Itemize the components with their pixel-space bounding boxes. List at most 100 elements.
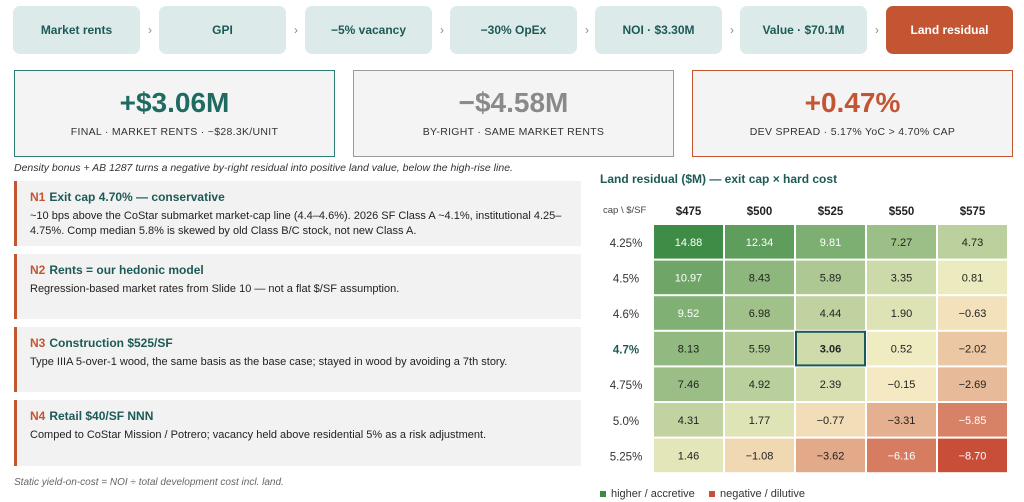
heatmap-cell xyxy=(867,296,936,330)
heatmap-cell-value: 9.81 xyxy=(820,237,841,249)
note-number: N1 xyxy=(30,190,46,204)
note-heading: N2 Rents = our hedonic model xyxy=(30,263,567,277)
heatmap-cell xyxy=(654,438,723,473)
step-noi[interactable]: NOI · $3.30M xyxy=(595,6,722,54)
note-card-n1: N1 Exit cap 4.70% — conservative ~10 bps … xyxy=(14,181,581,246)
heatmap-cell xyxy=(796,367,865,401)
heatmap-cell xyxy=(867,403,936,437)
heatmap-cell-value: 5.89 xyxy=(820,272,841,284)
heatmap-cell-value: 1.77 xyxy=(749,415,770,427)
heatmap-cell xyxy=(725,331,794,366)
heatmap-cell-value: 8.43 xyxy=(749,272,770,284)
heatmap-cell-value: 9.52 xyxy=(678,308,699,320)
heatmap-cell-value: 8.13 xyxy=(678,344,699,356)
note-card-n4: N4 Retail $40/SF NNN Comped to CoStar Mis… xyxy=(14,400,581,466)
column-header: $575 xyxy=(960,206,986,218)
kpi-by-right-residual: −$4.58M BY-RIGHT · SAME MARKET RENTS xyxy=(353,70,674,157)
row-header: 4.75% xyxy=(610,380,643,392)
step-gpi[interactable]: GPI xyxy=(159,6,286,54)
row-header: 4.5% xyxy=(613,273,639,285)
heatmap-cell-value: 2.39 xyxy=(820,379,841,391)
kpi-label: BY-RIGHT · SAME MARKET RENTS xyxy=(422,126,605,138)
heatmap-cell xyxy=(795,330,866,367)
heatmap-cell-value: 7.27 xyxy=(891,237,912,249)
column-header: $550 xyxy=(889,206,915,218)
legend-label: negative / dilutive xyxy=(720,488,805,500)
step-value[interactable]: Value · $70.1M xyxy=(740,6,867,54)
heatmap-cell xyxy=(725,367,794,401)
heatmap-cell-value: −2.69 xyxy=(959,379,987,391)
kpi-value: +$3.06M xyxy=(119,87,230,118)
heatmap-cell xyxy=(654,225,723,259)
chevron-right-icon: › xyxy=(440,23,444,37)
heatmap-cell-value: 3.35 xyxy=(891,272,912,284)
note-title: Rents = our hedonic model xyxy=(49,263,204,277)
row-header: 5.0% xyxy=(613,416,639,428)
heatmap-cell xyxy=(796,225,865,259)
legend-swatch-green xyxy=(600,491,606,497)
row-header: 5.25% xyxy=(610,451,643,463)
heatmap-cell xyxy=(654,367,723,401)
heatmap-cell xyxy=(725,296,794,330)
kpi-dev-spread: +0.47% DEV SPREAD · 5.17% YoC > 4.70% CA… xyxy=(692,70,1013,157)
heatmap-cell xyxy=(867,225,936,259)
heatmap-cell-value: 4.92 xyxy=(749,379,770,391)
row-header: 4.7% xyxy=(613,345,639,357)
heatmap-cell-value: 12.34 xyxy=(746,237,774,249)
heatmap-cell-value: 6.98 xyxy=(749,308,770,320)
heatmap-cell xyxy=(725,260,794,295)
heatmap-cell xyxy=(654,260,723,295)
heatmap-cell xyxy=(725,438,794,473)
kpi-value: −$4.58M xyxy=(458,87,569,118)
note-card-n2: N2 Rents = our hedonic model Regression-b… xyxy=(14,254,581,319)
legend-positive: higher / accretive xyxy=(600,488,695,500)
heatmap-cell xyxy=(796,438,865,473)
heatmap-cell xyxy=(654,331,723,366)
pipeline-steps: Market rents › GPI › −5% vacancy › −30% … xyxy=(13,6,1013,54)
row-header: 4.6% xyxy=(613,309,639,321)
note-body: Comped to CoStar Mission / Potrero; vaca… xyxy=(30,429,487,441)
step-vacancy[interactable]: −5% vacancy xyxy=(305,6,432,54)
chevron-right-icon: › xyxy=(875,23,879,37)
legend-negative: negative / dilutive xyxy=(709,488,805,500)
step-opex[interactable]: −30% OpEx xyxy=(450,6,577,54)
heatmap-cell xyxy=(938,260,1007,295)
heatmap-cell-value: −5.85 xyxy=(959,415,987,427)
heatmap-cell xyxy=(725,225,794,259)
heatmap-cell-value: 3.06 xyxy=(820,344,841,356)
heatmap-cell-value: 4.31 xyxy=(678,415,699,427)
heatmap-cell-value: 0.52 xyxy=(891,344,912,356)
heatmap-cell xyxy=(867,260,936,295)
legend-swatch-red xyxy=(709,491,715,497)
chevron-right-icon: › xyxy=(148,23,152,37)
note-title: Exit cap 4.70% — conservative xyxy=(49,190,225,204)
step-land-residual[interactable]: Land residual xyxy=(886,6,1013,54)
heatmap-cell xyxy=(938,403,1007,437)
row-header: 4.25% xyxy=(610,238,643,250)
heatmap-cell-value: −0.15 xyxy=(888,379,916,391)
heatmap-corner-label: cap \ $/SF xyxy=(603,205,646,216)
heatmap-cell xyxy=(938,367,1007,401)
column-header: $525 xyxy=(818,206,844,218)
heatmap-cell-value: 0.81 xyxy=(962,272,983,284)
step-market-rents[interactable]: Market rents xyxy=(13,6,140,54)
note-title: Retail $40/SF NNN xyxy=(49,409,154,423)
heatmap-cell xyxy=(725,403,794,437)
heatmap-cell-value: −8.70 xyxy=(959,450,987,462)
chevron-right-icon: › xyxy=(730,23,734,37)
heatmap-cell xyxy=(867,438,936,473)
kpi-label: DEV SPREAD · 5.17% YoC > 4.70% CAP xyxy=(749,126,956,138)
heatmap-cell-value: 4.44 xyxy=(820,308,841,320)
heatmap-cell-value: 1.90 xyxy=(891,308,912,320)
kpi-final-residual: +$3.06M FINAL · MARKET RENTS · ~$28.3K/U… xyxy=(14,70,335,157)
heatmap-cell xyxy=(938,331,1007,366)
heatmap-cell-value: 14.88 xyxy=(675,237,703,249)
note-number: N3 xyxy=(30,336,46,350)
subtitle: Density bonus + AB 1287 turns a negative… xyxy=(14,162,513,174)
heatmap-cell xyxy=(654,403,723,437)
kpi-value: +0.47% xyxy=(804,87,901,118)
column-header: $475 xyxy=(676,206,702,218)
heatmap-cell xyxy=(796,296,865,330)
heatmap-cell-value: −0.77 xyxy=(817,415,845,427)
